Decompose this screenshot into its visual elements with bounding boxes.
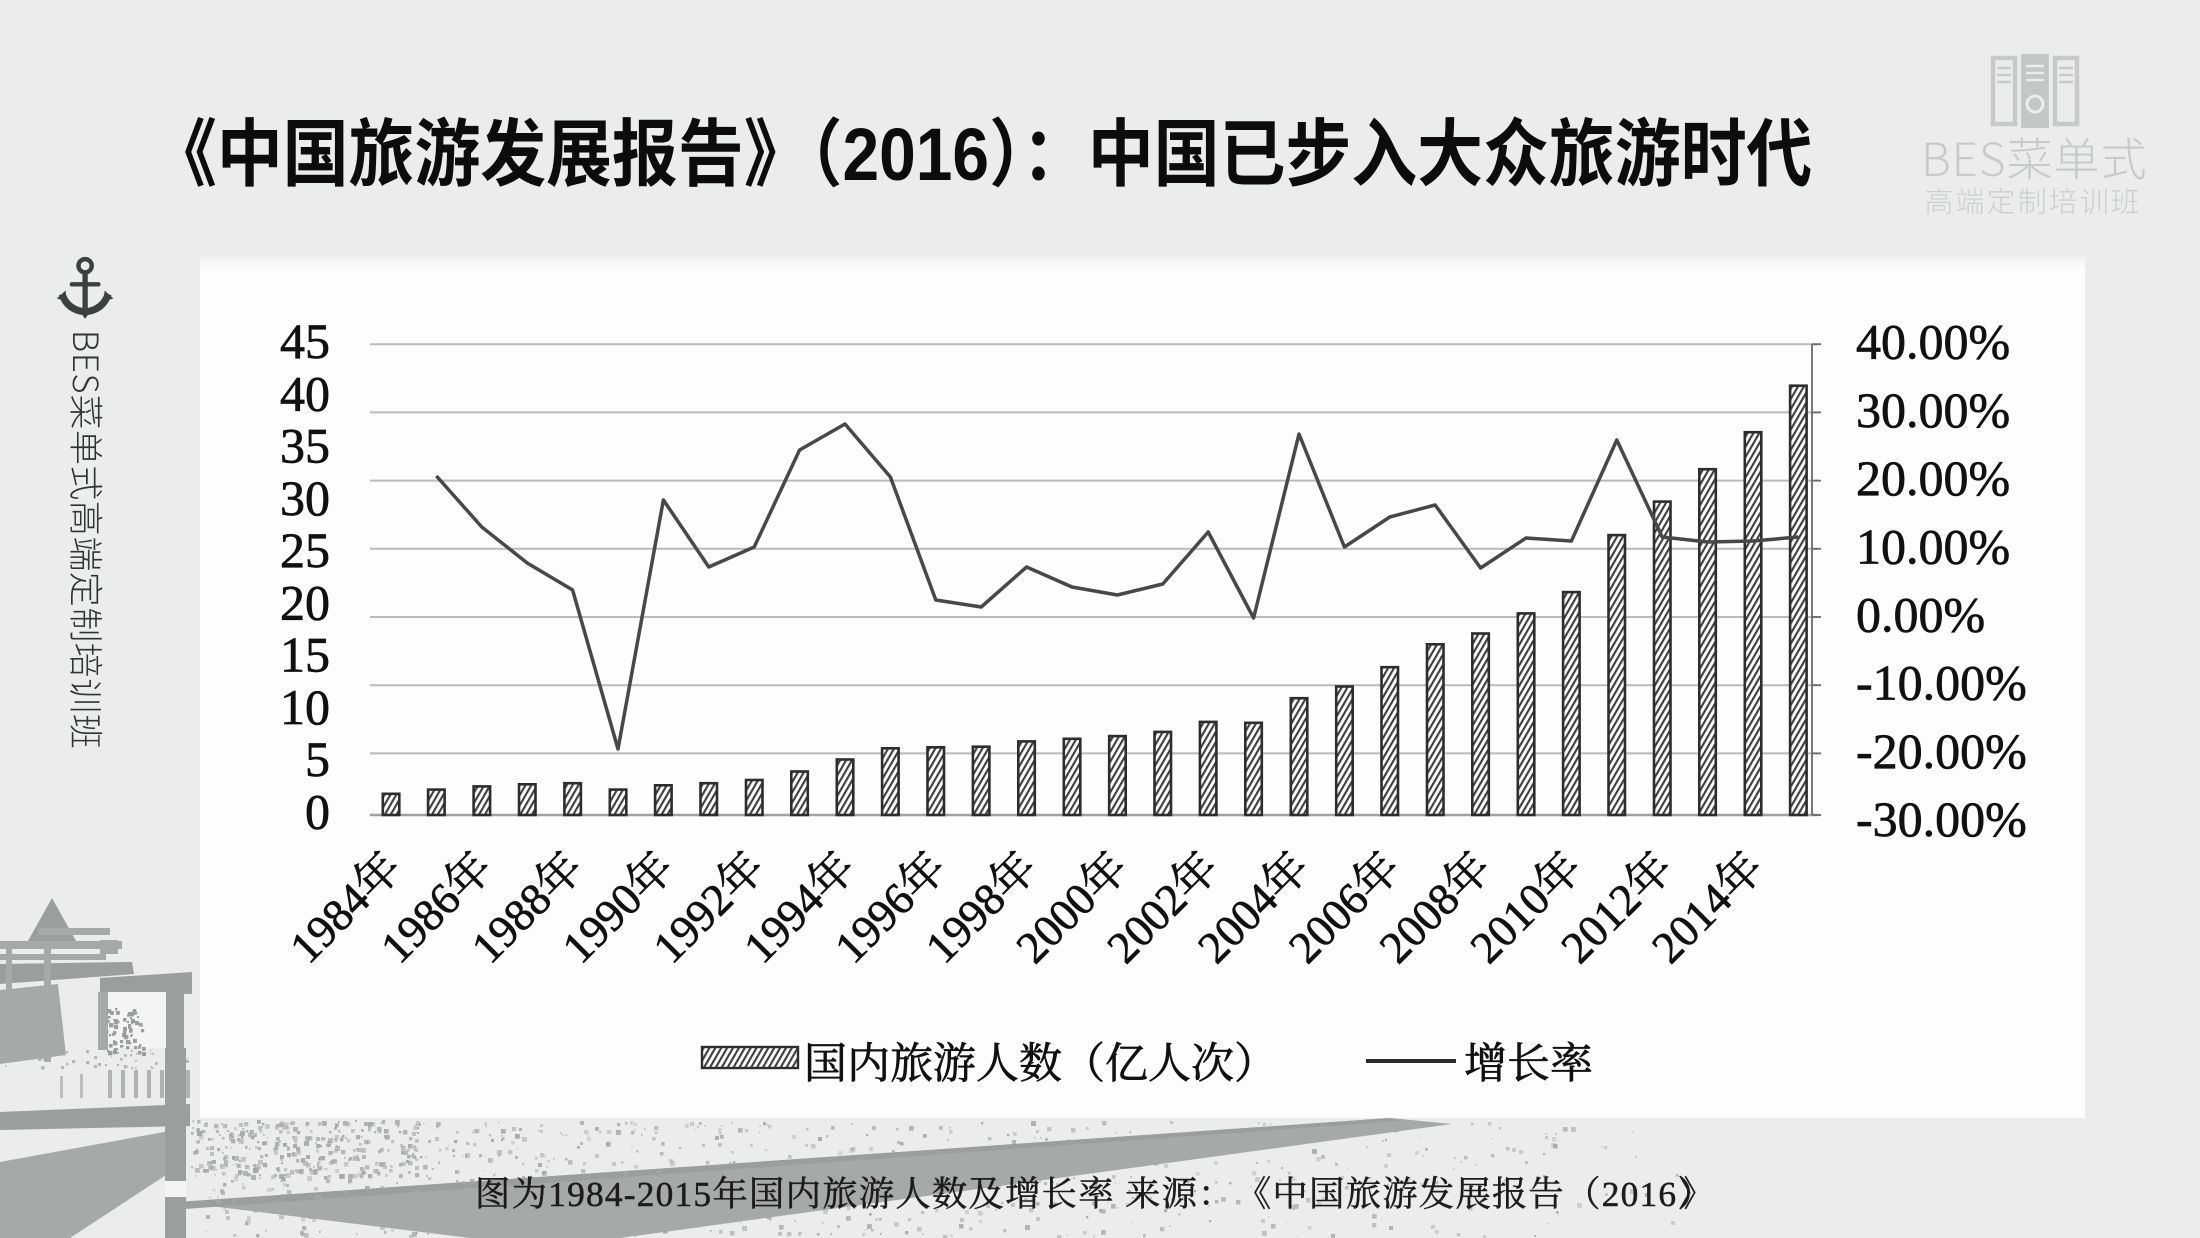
svg-text:5: 5 [305, 731, 330, 787]
svg-text:国内旅游人数（亿人次）: 国内旅游人数（亿人次） [804, 1041, 1277, 1088]
svg-text:增长率: 增长率 [1464, 1041, 1593, 1088]
svg-text:40.00%: 40.00% [1856, 314, 2010, 370]
svg-text:35: 35 [280, 418, 330, 474]
svg-text:25: 25 [280, 522, 330, 578]
svg-text:30: 30 [280, 470, 330, 526]
svg-text:30.00%: 30.00% [1856, 382, 2010, 438]
svg-text:15: 15 [280, 627, 330, 683]
svg-text:45: 45 [280, 313, 330, 369]
svg-text:20: 20 [280, 574, 330, 630]
svg-text:-20.00%: -20.00% [1856, 723, 2027, 779]
svg-text:0.00%: 0.00% [1856, 586, 1985, 642]
svg-text:10: 10 [280, 679, 330, 735]
svg-text:20.00%: 20.00% [1856, 450, 2010, 506]
svg-text:40: 40 [280, 365, 330, 421]
svg-text:10.00%: 10.00% [1856, 518, 2010, 574]
svg-text:-30.00%: -30.00% [1856, 791, 2027, 847]
svg-text:0: 0 [305, 783, 330, 839]
svg-text:-10.00%: -10.00% [1856, 655, 2027, 711]
